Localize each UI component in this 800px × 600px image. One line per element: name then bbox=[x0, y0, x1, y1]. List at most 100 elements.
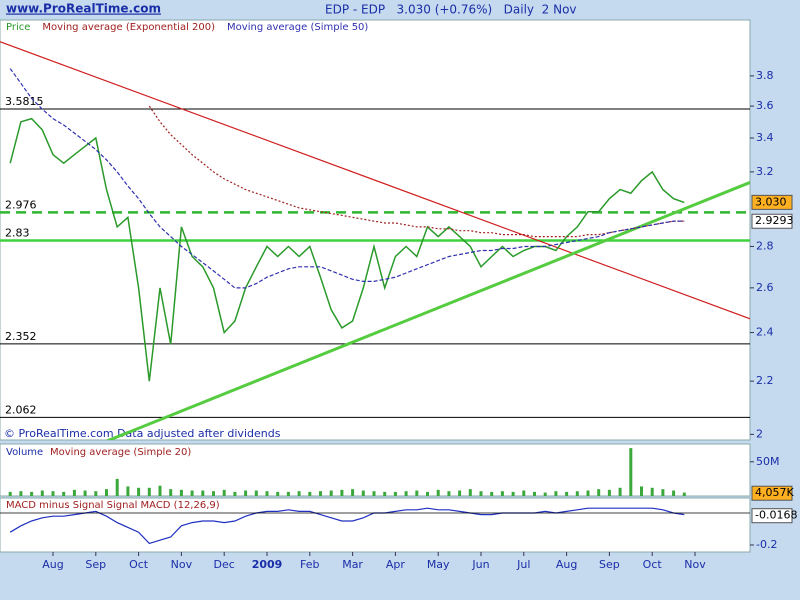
volume-bar bbox=[479, 491, 483, 496]
volume-bar bbox=[436, 489, 440, 496]
chart-title: EDP - EDP 3.030 (+0.76%) Daily 2 Nov bbox=[325, 3, 577, 17]
trendline bbox=[105, 181, 750, 440]
volume-bar bbox=[650, 487, 654, 496]
x-tick-label: Jul bbox=[516, 558, 530, 571]
y-tick-label: 2 bbox=[756, 427, 763, 440]
volume-bar bbox=[233, 491, 237, 496]
volume-bar bbox=[458, 490, 462, 496]
volume-bar bbox=[72, 489, 76, 496]
volume-bar bbox=[618, 487, 622, 496]
volume-bar bbox=[179, 489, 183, 496]
volume-bar bbox=[40, 490, 44, 496]
volume-bar bbox=[682, 492, 686, 496]
level-label: 2.062 bbox=[5, 403, 37, 416]
volume-bar bbox=[265, 491, 269, 496]
value-box bbox=[751, 485, 793, 501]
x-tick-label: 2009 bbox=[252, 558, 283, 571]
volume-bar bbox=[94, 491, 98, 496]
volume-bar bbox=[147, 487, 151, 496]
x-tick-label: Feb bbox=[300, 558, 319, 571]
volume-bar bbox=[244, 490, 248, 496]
volume-bar bbox=[105, 489, 108, 496]
y-tick-label: 2.6 bbox=[756, 281, 774, 294]
y-tick-label: 3.8 bbox=[756, 69, 774, 82]
series-line bbox=[148, 105, 685, 238]
value-box-label: -0.0168 bbox=[755, 509, 797, 522]
volume-bar bbox=[62, 491, 66, 496]
macd-panel bbox=[0, 497, 751, 553]
volume-title: Volume bbox=[6, 447, 43, 458]
x-tick-label: Nov bbox=[171, 558, 193, 571]
series-line bbox=[9, 507, 685, 545]
volume-bar bbox=[222, 489, 226, 496]
volume-bar bbox=[137, 487, 141, 496]
volume-bar bbox=[597, 489, 601, 496]
x-tick-label: Sep bbox=[599, 558, 620, 571]
volume-bar bbox=[511, 491, 515, 496]
value-box bbox=[751, 508, 793, 524]
volume-bar bbox=[661, 489, 665, 496]
volume-bar bbox=[190, 490, 194, 496]
value-box-label: 3.030 bbox=[755, 195, 787, 208]
volume-bar bbox=[319, 491, 322, 496]
x-tick-label: Apr bbox=[386, 558, 406, 571]
x-tick-label: Oct bbox=[129, 558, 149, 571]
volume-bar bbox=[575, 491, 579, 496]
value-box bbox=[751, 194, 793, 210]
volume-bar bbox=[640, 486, 643, 496]
volume-bar bbox=[522, 490, 526, 496]
level-label: 2.976 bbox=[5, 198, 37, 211]
volume-bar bbox=[254, 490, 258, 496]
volume-bar bbox=[554, 491, 558, 496]
y-tick-label: 3.6 bbox=[756, 99, 774, 112]
y-tick-label: 2.2 bbox=[756, 374, 774, 387]
volume-bar bbox=[468, 489, 472, 496]
y-tick-label: -0.2 bbox=[756, 538, 777, 551]
trendline bbox=[0, 41, 750, 320]
x-tick-label: Aug bbox=[556, 558, 577, 571]
volume-bar bbox=[393, 491, 397, 496]
volume-bar bbox=[126, 486, 130, 496]
x-tick-label: Dec bbox=[214, 558, 235, 571]
level-label: 2.83 bbox=[5, 227, 30, 240]
volume-bar bbox=[51, 491, 55, 496]
volume-bar bbox=[30, 491, 34, 496]
value-box bbox=[751, 213, 793, 229]
volume-bar bbox=[286, 491, 290, 496]
value-box-label: 4,057K bbox=[755, 486, 794, 499]
x-tick-label: Oct bbox=[643, 558, 663, 571]
volume-bar bbox=[372, 491, 376, 496]
volume-bar bbox=[426, 491, 429, 496]
volume-bar bbox=[8, 491, 12, 496]
legend-entry: Moving average (Simple 20) bbox=[50, 447, 191, 458]
volume-bar bbox=[115, 478, 119, 496]
volume-bar bbox=[500, 491, 504, 496]
note: © ProRealTime.com Data adjusted after di… bbox=[4, 427, 281, 440]
volume-bar bbox=[629, 448, 633, 496]
legend-entry: Moving average (Exponential 200) bbox=[42, 22, 215, 33]
volume-bar bbox=[19, 491, 23, 496]
legend-entry: Price bbox=[6, 22, 30, 33]
x-tick-label: Jun bbox=[471, 558, 489, 571]
volume-bar bbox=[490, 491, 494, 496]
site-link[interactable]: www.ProRealTime.com bbox=[6, 2, 161, 16]
volume-bar bbox=[415, 490, 419, 496]
volume-bar bbox=[351, 489, 355, 496]
volume-panel bbox=[0, 443, 751, 497]
volume-bar bbox=[212, 491, 215, 496]
volume-bar bbox=[308, 491, 312, 496]
series-line bbox=[9, 117, 685, 382]
volume-bar bbox=[672, 490, 676, 496]
volume-bar bbox=[169, 489, 173, 496]
x-tick-label: Aug bbox=[42, 558, 63, 571]
x-tick-label: Mar bbox=[342, 558, 363, 571]
volume-bar bbox=[447, 491, 451, 496]
volume-bar bbox=[361, 490, 365, 496]
x-tick-label: Sep bbox=[85, 558, 106, 571]
y-tick-label: 3.2 bbox=[756, 165, 774, 178]
y-tick-label: 2.8 bbox=[756, 239, 774, 252]
level-label: 2.352 bbox=[5, 330, 37, 343]
y-tick-label: 50M bbox=[756, 455, 780, 468]
y-tick-label: 2.4 bbox=[756, 326, 774, 339]
volume-bar bbox=[543, 492, 547, 496]
